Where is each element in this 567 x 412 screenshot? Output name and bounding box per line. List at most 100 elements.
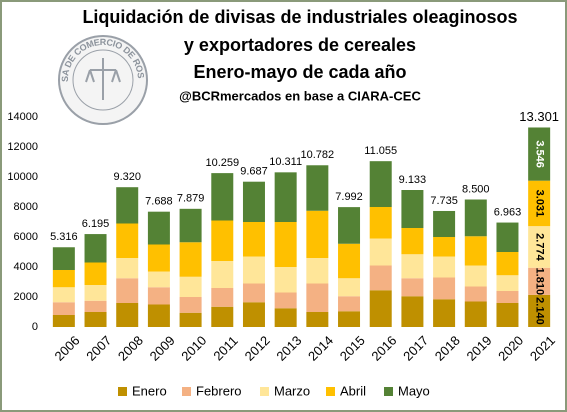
bar-segment bbox=[369, 265, 392, 291]
bar-segment bbox=[116, 258, 139, 279]
legend-swatch bbox=[260, 387, 269, 396]
bar-segment bbox=[242, 256, 265, 284]
bar-segment bbox=[369, 238, 392, 266]
bar-segment bbox=[52, 270, 75, 288]
bar-segment bbox=[179, 276, 202, 297]
segment-label: 2.140 bbox=[533, 297, 545, 325]
y-tick-label: 0 bbox=[32, 321, 38, 333]
bar-segment bbox=[242, 302, 265, 327]
bar-segment bbox=[433, 299, 456, 327]
bar-segment bbox=[496, 291, 519, 303]
bar-segment bbox=[242, 222, 265, 257]
total-label: 11.055 bbox=[364, 145, 397, 157]
bar-segment bbox=[369, 207, 392, 239]
bar-segment bbox=[433, 277, 456, 300]
bar-segment bbox=[211, 220, 234, 261]
bar-segment bbox=[528, 267, 551, 295]
bar-segment bbox=[147, 304, 170, 327]
bar-segment bbox=[496, 275, 519, 291]
bar-segment bbox=[274, 267, 297, 293]
bar-segment bbox=[338, 296, 361, 312]
total-label: 10.782 bbox=[301, 149, 335, 161]
chart-title: Enero-mayo de cada año bbox=[193, 62, 406, 82]
bar-segment bbox=[52, 287, 75, 303]
bar-segment bbox=[52, 247, 75, 270]
bar-segment bbox=[179, 208, 202, 243]
bar-segment bbox=[306, 283, 329, 312]
bar-segment bbox=[464, 199, 487, 237]
bar-segment bbox=[84, 312, 107, 327]
bar-segment bbox=[242, 283, 265, 303]
bar-segment bbox=[84, 285, 107, 301]
bar-segment bbox=[464, 286, 487, 302]
bar-segment bbox=[464, 236, 487, 266]
bar-segment bbox=[338, 207, 361, 244]
bar-segment bbox=[528, 226, 551, 268]
bar-segment bbox=[401, 296, 424, 327]
bar-segment bbox=[464, 301, 487, 327]
bar-segment bbox=[242, 181, 265, 222]
bar-segment bbox=[401, 278, 424, 297]
chart-subtitle: @BCRmercados en base a CIARA-CEC bbox=[179, 88, 421, 103]
bar-segment bbox=[496, 252, 519, 276]
bar-segment bbox=[369, 290, 392, 327]
bar-segment bbox=[274, 172, 297, 222]
bar-segment bbox=[179, 312, 202, 327]
bar-segment bbox=[116, 223, 139, 258]
bar-segment bbox=[84, 300, 107, 312]
y-tick-label: 2000 bbox=[14, 291, 38, 303]
bar-segment bbox=[179, 242, 202, 277]
y-tick-label: 14000 bbox=[7, 111, 38, 123]
bar-segment bbox=[211, 288, 234, 307]
bar-segment bbox=[464, 265, 487, 287]
total-label: 9.687 bbox=[240, 166, 268, 178]
bar-segment bbox=[274, 292, 297, 309]
bar-segment bbox=[274, 308, 297, 327]
segment-label: 2.774 bbox=[533, 233, 545, 261]
bar-segment bbox=[306, 210, 329, 258]
chart-title: Liquidación de divisas de industriales o… bbox=[82, 7, 517, 27]
bar-segment bbox=[433, 237, 456, 257]
bar-segment bbox=[306, 165, 329, 211]
bar-segment bbox=[211, 306, 234, 327]
bar-segment bbox=[274, 222, 297, 267]
logo-inner bbox=[72, 49, 134, 111]
total-label: 9.133 bbox=[399, 174, 427, 186]
bar-segment bbox=[116, 303, 139, 327]
y-tick-label: 12000 bbox=[7, 141, 38, 153]
logo-icon bbox=[85, 58, 121, 100]
legend-swatch bbox=[384, 387, 393, 396]
total-label: 13.301 bbox=[519, 109, 559, 124]
y-tick-label: 4000 bbox=[14, 261, 38, 273]
total-label: 6.195 bbox=[82, 218, 110, 230]
total-label: 8.500 bbox=[462, 183, 490, 195]
segment-label: 3.546 bbox=[533, 140, 545, 168]
segment-label: 3.031 bbox=[533, 190, 545, 218]
legend-label: Enero bbox=[132, 383, 167, 398]
bar-segment bbox=[401, 228, 424, 255]
legend-swatch bbox=[182, 387, 191, 396]
total-label: 5.316 bbox=[50, 231, 78, 243]
total-label: 7.879 bbox=[177, 193, 205, 205]
bar-segment bbox=[116, 278, 139, 303]
legend-swatch bbox=[326, 387, 335, 396]
bar-segment bbox=[496, 303, 519, 327]
bar-segment bbox=[52, 302, 75, 315]
legend-label: Marzo bbox=[274, 383, 310, 398]
bar-segment bbox=[433, 256, 456, 278]
bar-segment bbox=[433, 210, 456, 237]
bar-segment bbox=[116, 187, 139, 224]
bar-segment bbox=[496, 222, 519, 252]
bar-segment bbox=[401, 190, 424, 228]
total-label: 10.311 bbox=[269, 156, 302, 168]
legend-swatch bbox=[118, 387, 127, 396]
bar-segment bbox=[306, 258, 329, 284]
bar-segment bbox=[338, 311, 361, 327]
chart-title: y exportadores de cereales bbox=[184, 35, 416, 55]
legend-label: Mayo bbox=[398, 383, 430, 398]
total-label: 6.963 bbox=[494, 206, 522, 218]
y-tick-label: 10000 bbox=[7, 171, 38, 183]
bar-segment bbox=[306, 312, 329, 327]
